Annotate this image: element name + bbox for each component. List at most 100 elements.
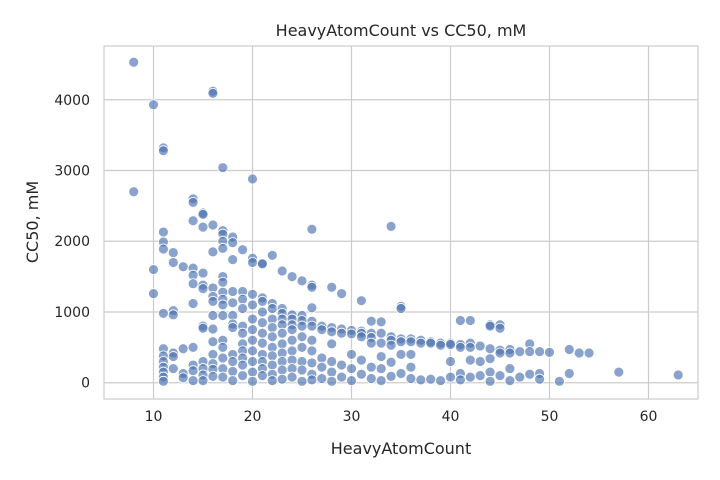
x-axis-label: HeavyAtomCount	[331, 439, 471, 458]
data-point	[256, 258, 268, 270]
data-point	[157, 226, 169, 238]
data-point	[326, 375, 338, 387]
data-point	[326, 326, 338, 338]
data-point	[256, 337, 268, 349]
data-point	[306, 223, 318, 235]
data-point	[484, 343, 496, 355]
data-point	[405, 373, 417, 384]
data-point	[247, 313, 258, 325]
data-point	[247, 173, 258, 185]
data-point	[167, 363, 179, 374]
data-point	[306, 281, 318, 293]
data-point	[326, 366, 338, 378]
data-point	[484, 320, 496, 332]
data-point	[445, 339, 456, 350]
data-point	[217, 276, 229, 288]
data-point	[534, 373, 545, 385]
data-point	[237, 293, 249, 305]
y-tick-label: 2000	[54, 234, 90, 250]
data-point	[207, 370, 219, 382]
data-point	[395, 349, 407, 360]
data-point	[217, 242, 229, 254]
data-point	[276, 338, 288, 350]
data-point	[197, 375, 209, 387]
data-point	[336, 371, 348, 383]
data-point	[425, 337, 437, 349]
data-point	[207, 349, 219, 360]
data-point	[247, 375, 258, 387]
data-point	[494, 322, 506, 334]
data-point	[544, 346, 555, 358]
data-point	[247, 257, 258, 268]
data-point	[148, 99, 159, 111]
data-point	[346, 363, 357, 374]
data-point	[276, 265, 288, 277]
data-point	[266, 359, 278, 371]
data-point	[355, 368, 367, 380]
data-point	[464, 315, 476, 326]
data-point	[266, 350, 278, 362]
data-point	[385, 339, 397, 351]
data-point	[445, 371, 456, 383]
data-point	[207, 219, 219, 231]
data-point	[217, 162, 229, 174]
data-point	[197, 221, 209, 233]
data-point	[613, 366, 625, 378]
data-point	[375, 327, 387, 339]
data-point	[207, 87, 219, 99]
data-point	[425, 373, 437, 385]
x-tick-label: 60	[640, 409, 658, 425]
data-point	[504, 363, 516, 374]
data-point	[207, 323, 219, 335]
x-tick-labels: 10 20 30 40 50 60	[145, 409, 658, 425]
data-point	[494, 347, 506, 359]
data-point	[237, 303, 249, 314]
data-point	[405, 349, 417, 360]
data-point	[276, 364, 288, 376]
data-point	[217, 341, 229, 353]
data-point	[227, 375, 239, 387]
data-point	[306, 374, 318, 386]
data-point	[247, 356, 258, 367]
data-point	[316, 361, 328, 373]
data-point	[365, 337, 377, 349]
data-point	[365, 361, 377, 373]
data-point	[306, 345, 318, 357]
data-point	[316, 373, 328, 384]
data-point	[385, 356, 397, 368]
data-point	[157, 375, 169, 387]
data-point	[474, 370, 486, 382]
data-point	[197, 208, 209, 220]
data-point	[187, 278, 199, 290]
y-tick-label: 4000	[54, 93, 90, 109]
data-point	[504, 347, 516, 359]
data-point	[167, 351, 179, 362]
data-point	[128, 186, 140, 198]
data-point	[484, 375, 496, 387]
data-point	[217, 299, 229, 311]
data-point	[247, 299, 258, 311]
data-point	[187, 215, 199, 227]
data-point	[395, 303, 407, 314]
data-point	[563, 344, 575, 355]
data-point	[266, 322, 278, 333]
data-point	[187, 375, 199, 387]
data-point	[187, 196, 199, 208]
data-point	[157, 145, 169, 157]
data-point	[435, 339, 447, 351]
data-point	[187, 365, 199, 377]
data-point	[494, 370, 506, 382]
data-point	[375, 375, 387, 387]
data-point	[454, 341, 466, 353]
data-point	[187, 298, 199, 309]
data-point	[474, 340, 486, 352]
data-point	[365, 315, 377, 327]
data-point	[256, 370, 268, 382]
data-point	[266, 375, 278, 387]
y-tick-label: 0	[81, 376, 90, 392]
data-point	[207, 310, 219, 321]
data-point	[217, 352, 229, 364]
x-tick-label: 30	[343, 409, 361, 425]
data-point	[237, 359, 249, 371]
